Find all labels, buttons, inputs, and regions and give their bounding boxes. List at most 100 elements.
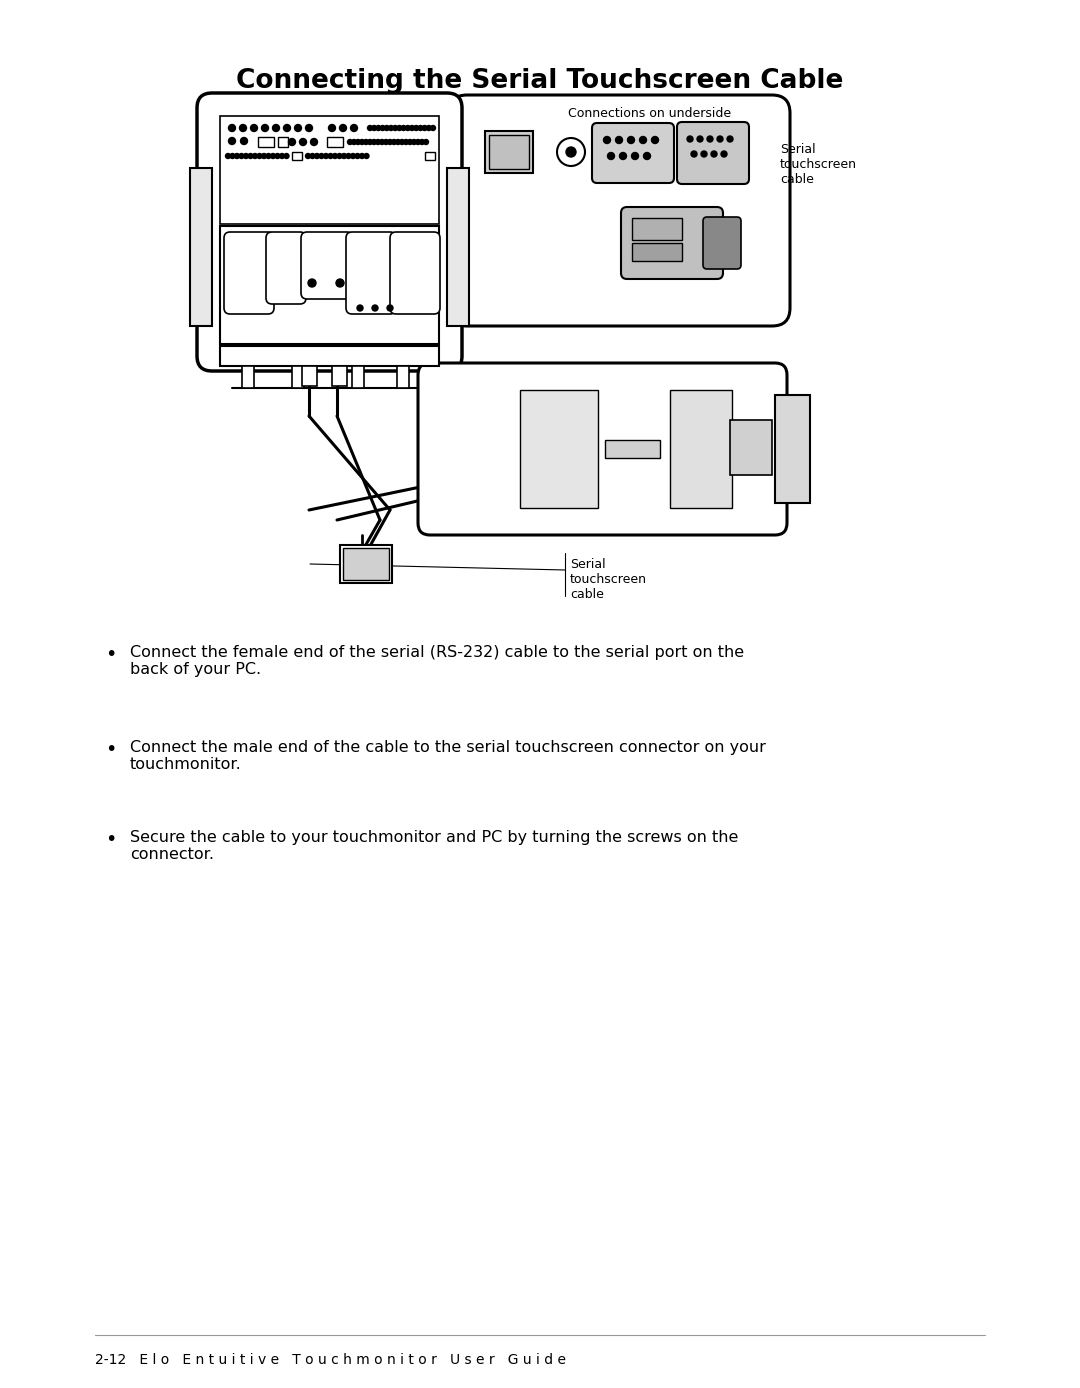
FancyBboxPatch shape xyxy=(301,232,353,298)
Circle shape xyxy=(355,154,360,158)
Bar xyxy=(632,218,681,240)
FancyBboxPatch shape xyxy=(266,232,306,304)
Circle shape xyxy=(411,140,417,144)
Circle shape xyxy=(324,154,328,158)
Circle shape xyxy=(299,139,307,146)
Circle shape xyxy=(627,136,635,143)
Circle shape xyxy=(261,125,269,132)
Text: •: • xyxy=(105,740,117,759)
Text: Connecting the Serial Touchscreen Cable: Connecting the Serial Touchscreen Cable xyxy=(237,68,843,94)
Circle shape xyxy=(387,305,393,311)
Circle shape xyxy=(651,136,659,143)
Circle shape xyxy=(379,140,384,144)
Circle shape xyxy=(295,125,301,132)
Bar xyxy=(292,153,302,160)
Bar xyxy=(340,545,392,583)
Circle shape xyxy=(337,154,342,158)
Circle shape xyxy=(717,136,723,142)
Circle shape xyxy=(239,154,244,158)
Text: Connect the female end of the serial (RS-232) cable to the serial port on the
ba: Connect the female end of the serial (RS… xyxy=(130,645,744,677)
Text: •: • xyxy=(105,830,117,849)
Circle shape xyxy=(604,136,610,143)
Circle shape xyxy=(707,136,713,142)
Circle shape xyxy=(367,140,373,144)
FancyBboxPatch shape xyxy=(418,364,787,534)
Circle shape xyxy=(251,125,257,132)
Circle shape xyxy=(397,125,402,130)
Circle shape xyxy=(418,125,423,130)
Text: Serial
touchscreen
cable: Serial touchscreen cable xyxy=(780,143,858,186)
Bar xyxy=(352,366,364,389)
Bar xyxy=(670,390,732,508)
Circle shape xyxy=(401,125,406,130)
Circle shape xyxy=(339,125,347,132)
Circle shape xyxy=(308,279,316,287)
Circle shape xyxy=(229,125,235,132)
Circle shape xyxy=(566,147,576,157)
Bar xyxy=(278,137,288,147)
Circle shape xyxy=(306,125,312,132)
Bar xyxy=(190,168,212,326)
Circle shape xyxy=(229,137,235,144)
Circle shape xyxy=(404,140,408,144)
Text: Secure the cable to your touchmonitor and PC by turning the screws on the
connec: Secure the cable to your touchmonitor an… xyxy=(130,830,739,862)
Bar xyxy=(343,548,389,580)
FancyBboxPatch shape xyxy=(224,232,274,314)
Circle shape xyxy=(253,154,257,158)
Circle shape xyxy=(355,140,361,144)
Bar xyxy=(489,135,529,169)
Circle shape xyxy=(393,125,397,130)
Circle shape xyxy=(241,137,247,144)
Circle shape xyxy=(319,154,324,158)
Bar xyxy=(485,130,534,174)
Circle shape xyxy=(423,140,429,144)
Circle shape xyxy=(372,305,378,311)
Circle shape xyxy=(333,154,337,158)
FancyBboxPatch shape xyxy=(677,122,750,185)
Circle shape xyxy=(384,125,389,130)
Bar xyxy=(220,117,438,223)
Circle shape xyxy=(697,136,703,142)
Circle shape xyxy=(336,279,345,287)
Circle shape xyxy=(376,125,381,130)
Circle shape xyxy=(360,154,365,158)
Circle shape xyxy=(283,125,291,132)
FancyBboxPatch shape xyxy=(197,93,462,371)
FancyBboxPatch shape xyxy=(703,217,741,269)
Bar xyxy=(220,226,438,344)
Bar xyxy=(332,366,347,386)
Circle shape xyxy=(257,154,262,158)
Bar xyxy=(519,390,598,508)
FancyBboxPatch shape xyxy=(592,124,674,183)
Circle shape xyxy=(389,125,393,130)
Circle shape xyxy=(644,153,650,160)
Circle shape xyxy=(346,154,351,158)
Circle shape xyxy=(607,153,615,160)
Bar xyxy=(730,421,772,475)
Text: Connect the male end of the cable to the serial touchscreen connector on your
to: Connect the male end of the cable to the… xyxy=(130,740,766,772)
Circle shape xyxy=(367,125,373,130)
Circle shape xyxy=(230,154,235,158)
Circle shape xyxy=(364,154,369,158)
Circle shape xyxy=(280,154,284,158)
Circle shape xyxy=(357,305,363,311)
Circle shape xyxy=(261,154,267,158)
Circle shape xyxy=(328,154,333,158)
Circle shape xyxy=(727,136,733,142)
Circle shape xyxy=(360,140,365,144)
Circle shape xyxy=(427,125,431,130)
Bar xyxy=(397,366,409,389)
Circle shape xyxy=(240,125,246,132)
Circle shape xyxy=(270,154,275,158)
Circle shape xyxy=(391,140,396,144)
Circle shape xyxy=(691,151,697,157)
Circle shape xyxy=(414,125,419,130)
Circle shape xyxy=(234,154,240,158)
Circle shape xyxy=(348,140,352,144)
Text: Serial
touchscreen
cable: Serial touchscreen cable xyxy=(570,558,647,601)
Bar xyxy=(327,137,343,147)
Circle shape xyxy=(243,154,248,158)
Circle shape xyxy=(380,125,386,130)
Circle shape xyxy=(416,140,420,144)
Circle shape xyxy=(701,151,707,157)
